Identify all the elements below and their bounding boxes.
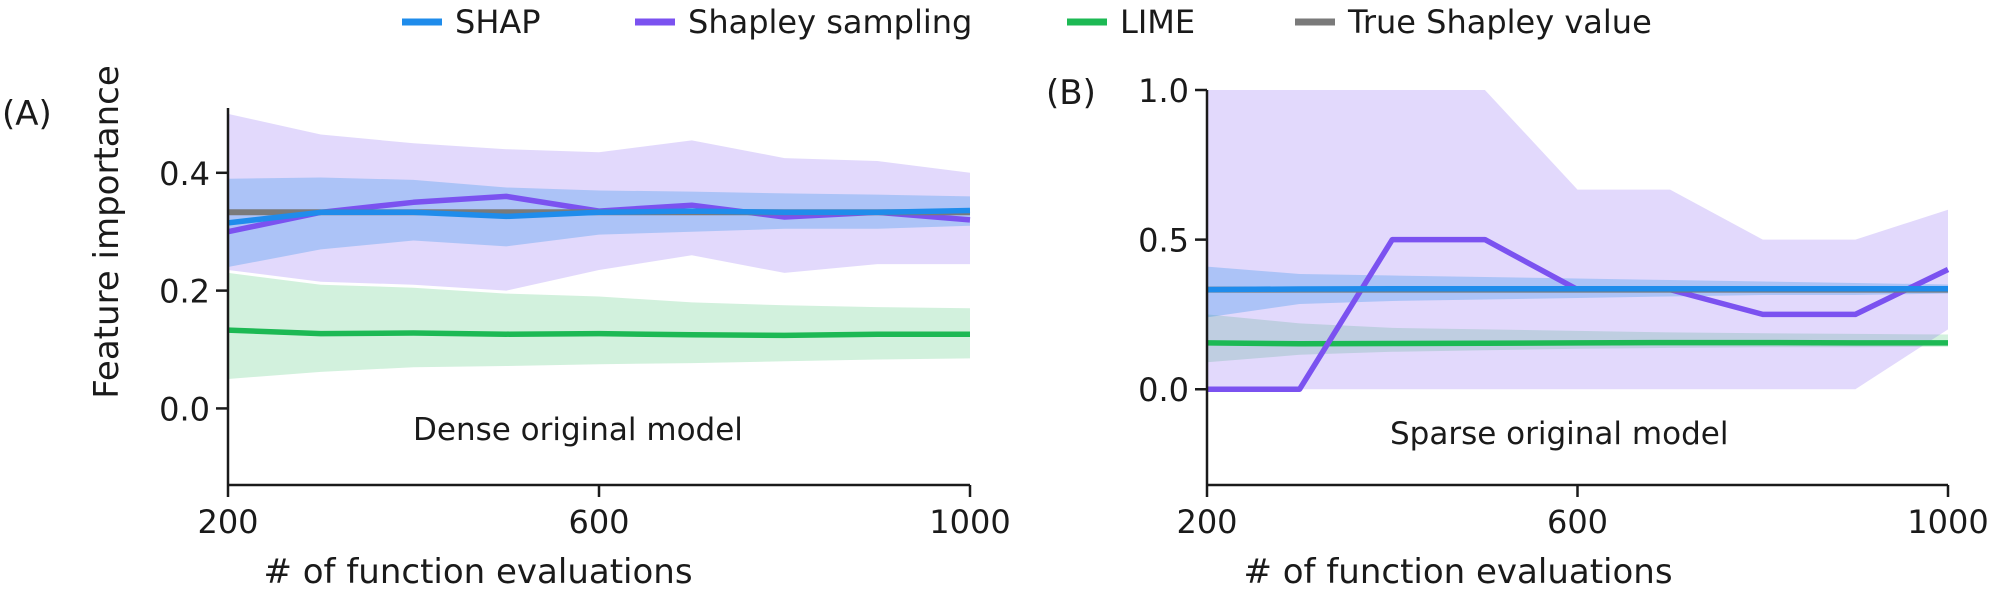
- x-tick-label-a: 1000: [929, 503, 1010, 541]
- panel-label-b: (B): [1046, 73, 1096, 113]
- legend-label-shapley-sampling: Shapley sampling: [688, 3, 972, 41]
- x-tick-label-a: 600: [568, 503, 629, 541]
- y-tick-label-b: 0.0: [1138, 371, 1189, 409]
- band-lime-a: [228, 272, 970, 379]
- annotation-a: Dense original model: [413, 412, 743, 448]
- legend-label-shap: SHAP: [455, 3, 541, 41]
- axes-b: 0.0 0.5 1.0 200 600 1000: [1138, 72, 1989, 541]
- legend-item-true-shapley: True Shapley value: [1295, 3, 1652, 41]
- lines-a: [227, 193, 971, 339]
- x-axis-label-a: # of function evaluations: [263, 552, 692, 591]
- band-shapley-sampling-a: [228, 113, 970, 291]
- legend-item-shapley-sampling: Shapley sampling: [635, 3, 972, 41]
- legend-label-true-shapley: True Shapley value: [1347, 3, 1652, 41]
- legend-item-lime: LIME: [1067, 3, 1195, 41]
- line-lime-a: [227, 327, 970, 339]
- line-shap-b: [1206, 285, 1948, 293]
- x-axis-label-b: # of function evaluations: [1243, 552, 1672, 591]
- x-tick-label-b: 1000: [1907, 503, 1988, 541]
- axes-a: 0.0 0.2 0.4 200 600 1000: [159, 108, 1011, 541]
- y-axis-label-a: Feature importance: [87, 65, 127, 399]
- x-tick-label-b: 600: [1547, 503, 1608, 541]
- annotation-b: Sparse original model: [1390, 416, 1728, 452]
- legend-item-shap: SHAP: [402, 3, 541, 41]
- panel-b: (B) 0.0 0.5 1.0 200 600 1000 Sparse original …: [1046, 72, 1989, 591]
- panel-a: (A) Feature importance 0.0 0.2 0.4 200 600 10…: [2, 65, 1011, 591]
- band-lime-b: [1207, 314, 1948, 363]
- y-tick-label-b: 0.5: [1138, 222, 1189, 260]
- y-tick-label-a: 0.4: [159, 155, 210, 193]
- bands-a: [228, 113, 970, 379]
- legend-label-lime: LIME: [1120, 3, 1195, 41]
- legend: SHAP Shapley sampling LIME True Shapley …: [402, 3, 1652, 41]
- lines-b: [1206, 236, 1950, 392]
- line-shap-a: [227, 207, 971, 226]
- panel-label-a: (A): [2, 94, 52, 134]
- y-tick-label-b: 1.0: [1138, 72, 1189, 110]
- line-lime-b: [1206, 339, 1948, 347]
- x-tick-label-a: 200: [197, 503, 258, 541]
- x-tick-label-b: 200: [1176, 503, 1237, 541]
- y-tick-label-a: 0.2: [159, 273, 210, 311]
- y-tick-label-a: 0.0: [159, 390, 210, 428]
